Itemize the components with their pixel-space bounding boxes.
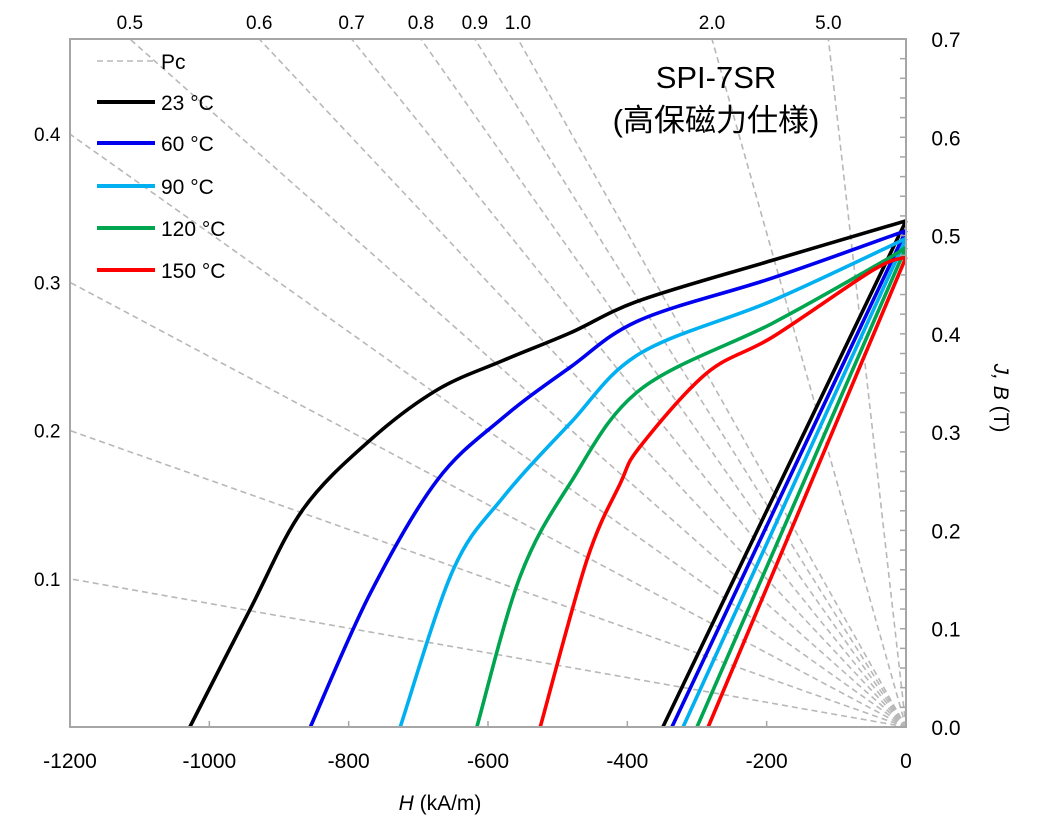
x-tick-label: 0 xyxy=(900,750,912,773)
y-tick-label: 0.1 xyxy=(931,619,960,642)
j-curve xyxy=(308,228,907,728)
x-axis-title: H (kA/m) xyxy=(399,792,482,815)
j-curve xyxy=(475,245,907,728)
permeance-label: 0.5 xyxy=(117,13,143,34)
permeance-line xyxy=(69,429,907,728)
legend-label: 23 °C xyxy=(161,92,214,115)
legend: Pc 23 °C 60 °C 90 °C 120 °C 150 °C xyxy=(97,51,225,283)
b-line xyxy=(670,229,908,728)
x-tick-label: -1000 xyxy=(182,750,236,773)
y-tick-label: 0.6 xyxy=(931,127,960,150)
b-line xyxy=(681,237,908,728)
permeance-label: 0.9 xyxy=(462,13,488,34)
permeance-label: 0.1 xyxy=(34,570,60,591)
permeance-line xyxy=(69,578,907,728)
permeance-label: 2.0 xyxy=(699,13,725,34)
legend-label: 90 °C xyxy=(161,176,214,199)
b-line xyxy=(706,256,908,728)
permeance-line xyxy=(517,38,907,728)
permeance-line xyxy=(474,38,907,728)
legend-label: Pc xyxy=(161,51,186,74)
j-curve xyxy=(538,255,907,728)
x-tick-label: -400 xyxy=(606,750,648,773)
permeance-line xyxy=(258,38,907,728)
y-tick-label: 0.7 xyxy=(931,29,960,52)
permeance-lines xyxy=(69,38,907,728)
permeance-label: 0.6 xyxy=(246,13,272,34)
axis-ticks xyxy=(69,38,907,728)
y-axis-title: J, B (T) xyxy=(989,363,1012,433)
permeance-line xyxy=(350,38,907,728)
y-tick-labels: 0.0 0.1 0.2 0.3 0.4 0.5 0.6 0.7 xyxy=(931,29,961,740)
x-tick-label: -800 xyxy=(328,750,370,773)
y-tick-label: 0.0 xyxy=(931,717,960,740)
permeance-label: 0.2 xyxy=(34,422,60,443)
permeance-line xyxy=(420,38,907,728)
permeance-label: 1.0 xyxy=(505,13,531,34)
y-tick-label: 0.2 xyxy=(931,520,960,543)
curves xyxy=(188,219,908,728)
x-tick-labels: -1200 -1000 -800 -600 -400 -200 0 xyxy=(43,750,912,773)
x-tick-label: -600 xyxy=(467,750,509,773)
b-line xyxy=(695,246,908,728)
permeance-label: 0.7 xyxy=(338,13,364,34)
b-line xyxy=(661,220,908,728)
y-tick-label: 0.4 xyxy=(931,324,961,347)
permeance-label: 0.4 xyxy=(34,125,61,146)
legend-label: 150 °C xyxy=(161,260,225,283)
legend-label: 120 °C xyxy=(161,218,225,241)
permeance-label: 0.3 xyxy=(34,273,60,294)
permeance-line xyxy=(711,38,907,728)
chart-subtitle: (高保磁力仕様) xyxy=(613,103,820,138)
legend-label: 60 °C xyxy=(161,133,214,156)
permeance-line xyxy=(69,281,907,728)
permeance-labels: 0.1 0.2 0.3 0.4 0.5 0.6 0.7 0.8 0.9 1.0 2.0 5.0 xyxy=(34,13,842,591)
permeance-line xyxy=(129,38,907,728)
j-curve xyxy=(398,236,907,728)
j-curve xyxy=(188,219,907,728)
permeance-label: 0.8 xyxy=(408,13,434,34)
permeance-label: 5.0 xyxy=(815,13,841,34)
permeance-line xyxy=(827,38,907,728)
y-tick-label: 0.5 xyxy=(931,226,960,249)
x-tick-label: -1200 xyxy=(43,750,97,773)
y-tick-label: 0.3 xyxy=(931,422,960,445)
chart-title: SPI-7SR xyxy=(656,60,777,95)
x-tick-label: -200 xyxy=(746,750,788,773)
